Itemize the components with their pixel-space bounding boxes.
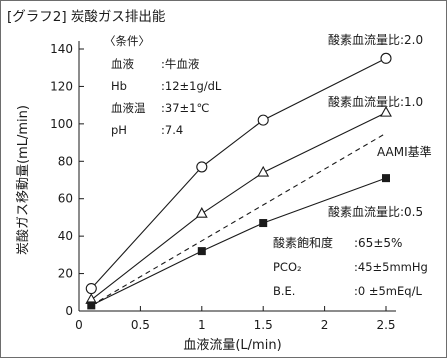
y-tick-label: 0 — [65, 304, 73, 318]
y-axis-title: 炭酸ガス移動量(mL/min) — [16, 105, 31, 255]
note-value-be: :0 ±5mEq/L — [354, 284, 422, 298]
x-tick-label: 2.5 — [376, 318, 395, 332]
x-tick-label: 1 — [198, 318, 206, 332]
series-line-2 — [91, 132, 387, 306]
series-label-ratio-1-0: 酸素血流量比:1.0 — [328, 94, 423, 109]
data-point-circle — [85, 282, 97, 295]
note-label-be: B.E. — [273, 284, 295, 298]
data-point-square — [197, 247, 206, 256]
x-tick-label: 2 — [321, 318, 329, 332]
y-tick-label: 80 — [58, 154, 73, 168]
conditions-heading: 〈条件〉 — [104, 34, 150, 48]
note-value-saturation: :65±5% — [354, 236, 402, 250]
condition-label-temp: 血液温 — [111, 101, 146, 115]
data-point-circle — [380, 52, 392, 64]
condition-value-blood: :牛血液 — [161, 57, 200, 71]
condition-label-ph: pH — [111, 123, 127, 137]
x-tick-label: 0 — [75, 318, 83, 332]
chart-title: [グラフ2] 炭酸ガス排出能 — [7, 9, 165, 25]
series-line-1 — [90, 112, 387, 301]
notes-box: 酸素飽和度 :65±5% PCO₂ :45±5mmHg B.E. :0 ±5mE… — [273, 235, 428, 298]
data-point-circle — [196, 161, 208, 173]
series-group — [85, 52, 392, 310]
x-axis-ticks: 0 0.5 1 1.5 2 2.5 — [75, 306, 396, 332]
condition-value-hb: :12±1g/dL — [161, 79, 222, 93]
series-label-ratio-0-5: 酸素血流量比:0.5 — [328, 204, 423, 219]
data-point-circle — [257, 114, 269, 126]
y-tick-label: 40 — [58, 229, 73, 243]
note-label-saturation: 酸素飽和度 — [273, 235, 333, 250]
data-point-triangle — [257, 165, 270, 177]
y-tick-label: 20 — [58, 267, 73, 281]
y-axis-ticks: 0 20 40 60 80 100 120 140 — [50, 42, 84, 318]
data-point-triangle — [195, 207, 208, 218]
note-label-pco2: PCO₂ — [273, 260, 302, 274]
y-tick-label: 140 — [50, 42, 73, 56]
condition-label-blood: 血液 — [111, 57, 134, 71]
y-tick-label: 100 — [50, 117, 73, 131]
y-tick-label: 120 — [50, 79, 73, 93]
data-point-triangle — [380, 105, 392, 117]
series-line-3 — [91, 177, 387, 306]
series-line-0 — [90, 57, 387, 289]
series-label-ratio-2-0: 酸素血流量比:2.0 — [328, 32, 423, 47]
conditions-box: 〈条件〉 血液 :牛血液 Hb :12±1g/dL 血液温 :37±1℃ pH … — [104, 34, 222, 137]
x-tick-label: 1.5 — [254, 318, 273, 332]
condition-value-ph: :7.4 — [161, 123, 183, 137]
data-point-square — [382, 174, 390, 183]
data-point-square — [87, 301, 96, 310]
data-point-square — [259, 219, 268, 228]
x-axis-title: 血液流量(L/min) — [183, 338, 281, 353]
y-tick-label: 60 — [58, 192, 73, 206]
series-label-aami: AAMI基準 — [377, 144, 432, 159]
condition-label-hb: Hb — [111, 79, 127, 93]
condition-value-temp: :37±1℃ — [161, 101, 209, 115]
note-value-pco2: :45±5mmHg — [354, 260, 428, 274]
x-tick-label: 0.5 — [131, 318, 150, 332]
